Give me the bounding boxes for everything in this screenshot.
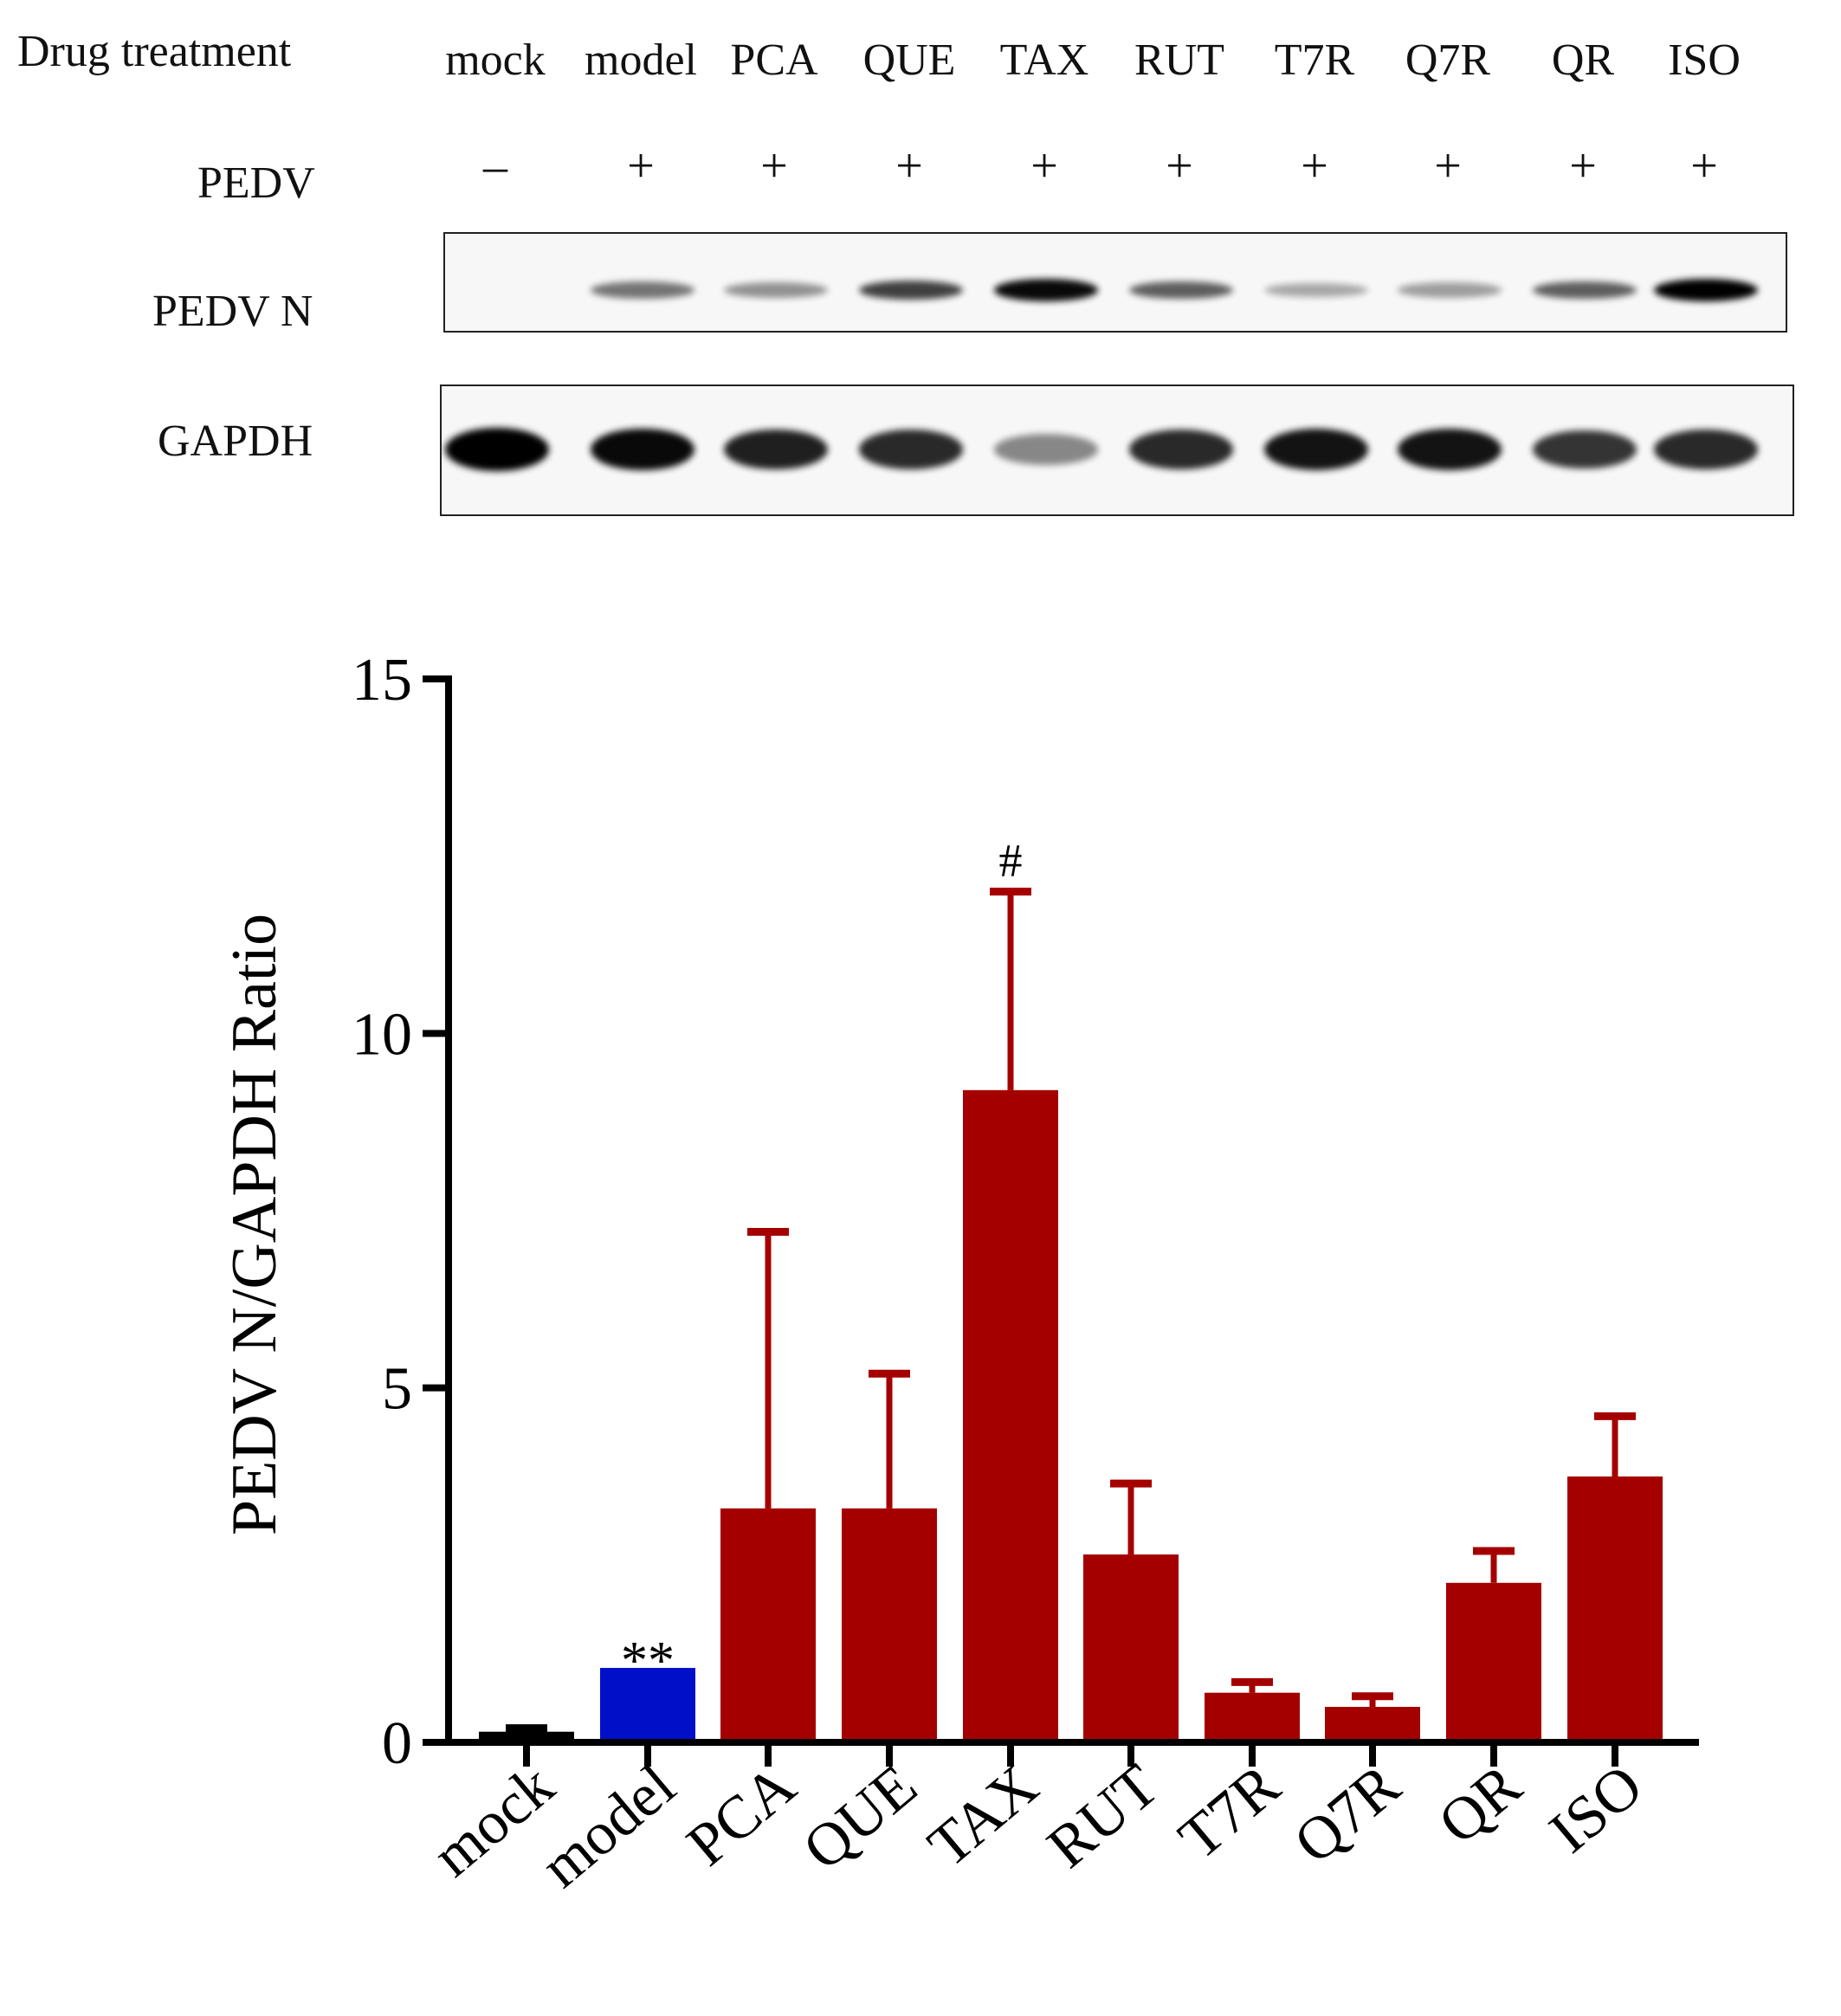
lane-label-tax: TAX	[999, 36, 1089, 85]
lane-label-mock: mock	[445, 36, 546, 85]
x-tick-label-rut: RUT	[1036, 1752, 1172, 1881]
y-tick-label-15: 15	[352, 647, 412, 714]
blot-band-pedv-n-t7r	[1264, 282, 1368, 298]
lane-label-q7r: Q7R	[1405, 36, 1491, 85]
blot-strip-gapdh	[440, 384, 1794, 516]
infection-sign-mock: –	[483, 139, 507, 193]
x-tick-label-tax: TAX	[916, 1752, 1050, 1880]
lane-label-iso: ISO	[1668, 36, 1741, 85]
blot-row-label-gapdh: GAPDH	[158, 417, 313, 466]
blot-band-gapdh-model	[591, 428, 694, 471]
bar-que	[842, 1508, 937, 1742]
blot-band-gapdh-que	[859, 430, 963, 469]
x-tick-label-iso: ISO	[1537, 1752, 1655, 1865]
blot-strip-pedv-n	[443, 232, 1787, 333]
bars-layer	[479, 1089, 1663, 1742]
blot-row-label-pedv-n: PEDV N	[152, 287, 313, 336]
bar-q7r	[1325, 1707, 1420, 1742]
blot-band-pedv-n-tax	[994, 279, 1098, 301]
lane-label-pca: PCA	[730, 36, 818, 85]
lane-label-model: model	[585, 36, 697, 85]
blot-band-pedv-n-iso	[1654, 279, 1758, 301]
x-tick-label-pca: PCA	[675, 1752, 808, 1879]
blot-band-pedv-n-q7r	[1398, 282, 1502, 298]
blot-band-pedv-n-que	[859, 280, 963, 300]
blot-band-gapdh-rut	[1129, 430, 1233, 469]
blot-band-gapdh-pca	[724, 429, 828, 470]
x-tick-label-qr: QR	[1426, 1752, 1534, 1858]
lane-label-qr: QR	[1551, 36, 1615, 85]
infection-sign-rut: +	[1166, 139, 1193, 193]
blot-band-pedv-n-model	[591, 281, 694, 299]
western-blot-panel: Drug treatment mock model PCA QUE TAX RUT T7R Q…	[0, 0, 1841, 537]
lane-label-que: QUE	[862, 36, 956, 85]
infection-sign-qr: +	[1569, 139, 1597, 193]
annotation-tax: #	[999, 835, 1023, 887]
bar-qr	[1446, 1582, 1541, 1742]
error-bars-layer	[506, 888, 1636, 1733]
infection-sign-que: +	[895, 139, 923, 193]
bar-tax	[963, 1089, 1058, 1742]
blot-band-pedv-n-rut	[1129, 281, 1233, 300]
infection-sign-iso: +	[1690, 139, 1718, 193]
drug-treatment-label: Drug treatment	[17, 27, 292, 76]
x-tick-label-q7r: Q7R	[1282, 1752, 1412, 1877]
annotation-model: **	[621, 1632, 675, 1690]
infection-sign-tax: +	[1030, 139, 1058, 193]
y-axis-label: PEDV N/GAPDH Ratio	[219, 914, 290, 1535]
annotations-layer: ** #	[621, 835, 1023, 1690]
pedv-infection-label: PEDV	[197, 158, 315, 208]
y-tick-label-5: 5	[382, 1356, 412, 1423]
infection-sign-model: +	[627, 139, 655, 193]
x-tick-label-que: QUE	[791, 1752, 930, 1883]
x-tick-label-model: model	[529, 1752, 688, 1900]
blot-band-gapdh-t7r	[1264, 429, 1368, 470]
bar-iso	[1567, 1476, 1663, 1742]
blot-band-pedv-n-qr	[1533, 281, 1637, 300]
blot-band-gapdh-q7r	[1398, 429, 1502, 470]
blot-band-gapdh-tax	[994, 434, 1098, 465]
lane-label-t7r: T7R	[1274, 36, 1355, 85]
bar-pca	[720, 1508, 816, 1742]
bar-rut	[1083, 1554, 1179, 1742]
blot-band-gapdh-iso	[1654, 430, 1758, 469]
y-tick-label-10: 10	[352, 1001, 412, 1068]
bar-model	[600, 1668, 695, 1742]
lane-label-rut: RUT	[1134, 36, 1224, 85]
x-tick-label-t7r: T7R	[1166, 1752, 1292, 1872]
blot-band-pedv-n-pca	[724, 282, 828, 298]
infection-sign-q7r: +	[1434, 139, 1462, 193]
infection-sign-pca: +	[760, 139, 788, 193]
y-tick-label-0: 0	[382, 1710, 412, 1777]
blot-band-gapdh-mock	[445, 428, 549, 471]
blot-band-gapdh-qr	[1533, 430, 1637, 469]
bar-t7r	[1205, 1692, 1300, 1742]
infection-sign-t7r: +	[1301, 139, 1328, 193]
